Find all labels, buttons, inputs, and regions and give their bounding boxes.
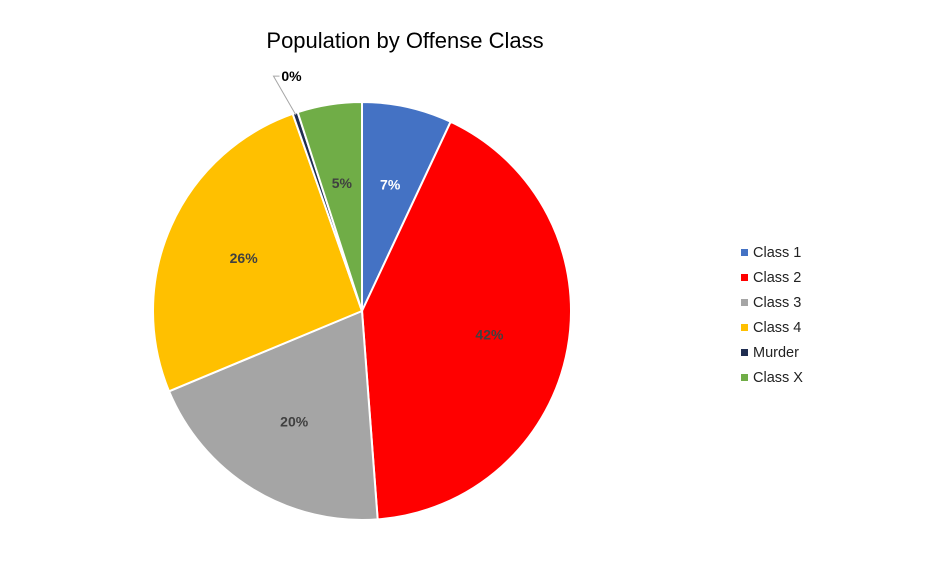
legend-item-murder: Murder <box>741 340 803 365</box>
data-label-class-3: 20% <box>280 413 309 429</box>
leader-line-murder <box>272 75 297 116</box>
legend-swatch <box>741 349 748 356</box>
pie-slices <box>152 100 572 521</box>
legend-item-class-3: Class 3 <box>741 290 803 315</box>
legend-label: Class 4 <box>753 319 802 336</box>
pie-labels: 7% 42% 20% 26% 0% 5% <box>230 68 504 429</box>
legend-label: Class X <box>753 369 803 386</box>
legend-item-class-4: Class 4 <box>741 315 803 340</box>
chart-title: Population by Offense Class <box>266 28 544 53</box>
legend-swatch <box>741 274 748 281</box>
data-label-class-4: 26% <box>230 250 259 266</box>
legend-swatch <box>741 374 748 381</box>
legend-item-class-x: Class X <box>741 365 803 390</box>
data-label-murder: 0% <box>281 68 302 84</box>
legend-swatch <box>741 249 748 256</box>
pie-slice-class-x <box>296 100 363 312</box>
legend-item-class-2: Class 2 <box>741 265 803 290</box>
legend-label: Class 1 <box>753 244 802 261</box>
legend-swatch <box>741 324 748 331</box>
pie-slice-class-2 <box>360 120 572 521</box>
legend-swatch <box>741 299 748 306</box>
chart-legend: Class 1 Class 2 Class 3 Class 4 Murder Class … <box>741 240 803 390</box>
data-label-class-1: 7% <box>380 177 401 193</box>
legend-label: Murder <box>753 344 799 361</box>
legend-label: Class 3 <box>753 294 802 311</box>
data-label-class-x: 5% <box>332 175 353 191</box>
pie-slice-class-3 <box>167 309 379 521</box>
legend-label: Class 2 <box>753 269 802 286</box>
data-label-class-2: 42% <box>475 326 504 342</box>
legend-item-class-1: Class 1 <box>741 240 803 265</box>
pie-slice-class-4 <box>152 112 364 393</box>
